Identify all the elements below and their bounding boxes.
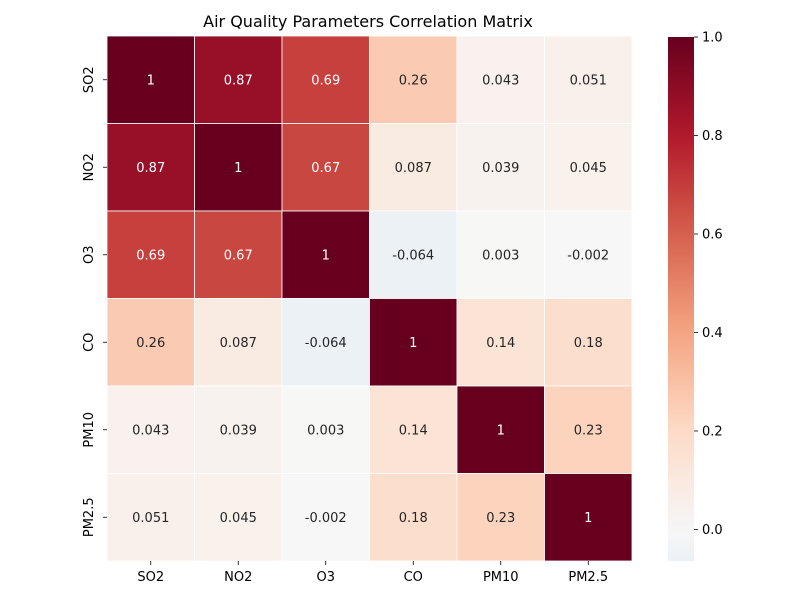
y-tick-label: PM10 [82, 412, 97, 448]
x-tick-label: O3 [316, 570, 335, 585]
cell-value-label: 0.69 [136, 248, 165, 263]
cell-value-label: 0.087 [395, 161, 432, 176]
cell-value-label: 0.23 [574, 423, 603, 438]
cell-value-label: 0.043 [482, 73, 519, 88]
cell-value-label: -0.064 [392, 248, 434, 263]
heatmap-cell [456, 35, 545, 124]
heatmap-cell [106, 298, 195, 387]
cell-value-label: 1 [234, 161, 242, 176]
heatmap-cell [194, 35, 283, 124]
x-tick-label: SO2 [137, 570, 164, 585]
cell-value-labels: 1 0.87 0.69 0.26 0.043 0.051 0.87 1 0.67 0.087 0.0… [132, 73, 609, 526]
heatmap-cell [369, 385, 458, 474]
x-tick-label: PM10 [483, 570, 519, 585]
heatmap-cell [456, 210, 545, 299]
heatmap-cell [544, 35, 633, 124]
y-tick-label: PM2.5 [82, 497, 97, 537]
heatmap-cell [369, 123, 458, 212]
heatmap-cell [281, 35, 370, 124]
y-axis: SO2 NO2 O3 CO PM10 PM2.5 [82, 66, 107, 537]
heatmap-cell [369, 210, 458, 299]
cell-value-label: -0.002 [305, 511, 347, 526]
cell-value-label: 0.18 [574, 336, 603, 351]
cell-value-label: 0.043 [132, 423, 169, 438]
x-tick-label: PM2.5 [568, 570, 608, 585]
heatmap-cell [194, 210, 283, 299]
cell-value-label: 0.045 [570, 161, 607, 176]
colorbar-tick-label: 0.0 [702, 523, 723, 538]
heatmap-cell [544, 298, 633, 387]
heatmap-cell [369, 35, 458, 124]
y-tick-label: NO2 [82, 153, 97, 181]
heatmap-cell [106, 385, 195, 474]
heatmap-cell [456, 385, 545, 474]
heatmap-cell [106, 210, 195, 299]
cell-value-label: 1 [584, 511, 592, 526]
cell-value-label: 0.051 [132, 511, 169, 526]
cell-value-label: 0.26 [399, 73, 428, 88]
x-tick-label: CO [404, 570, 423, 585]
cell-value-label: 1 [409, 336, 417, 351]
cell-value-label: 0.14 [399, 423, 428, 438]
y-tick-label: CO [82, 333, 97, 352]
cell-value-label: 0.26 [136, 336, 165, 351]
cell-value-label: 0.14 [486, 336, 515, 351]
cell-value-label: 1 [322, 248, 330, 263]
heatmap-cell [544, 210, 633, 299]
x-axis: SO2 NO2 O3 CO PM10 PM2.5 [137, 561, 608, 585]
cell-value-label: 0.087 [220, 336, 257, 351]
heatmap-cell [544, 123, 633, 212]
heatmap-cell [106, 473, 195, 562]
cell-value-label: 0.67 [224, 248, 253, 263]
y-tick-label: O3 [82, 245, 97, 264]
colorbar-tick-label: 0.6 [702, 227, 723, 242]
heatmap-cell [281, 210, 370, 299]
heatmap-cell [194, 298, 283, 387]
colorbar-tick-label: 0.2 [702, 424, 723, 439]
cell-value-label: 0.23 [486, 511, 515, 526]
heatmap-cell [456, 473, 545, 562]
heatmap-cell [369, 298, 458, 387]
cell-value-label: 0.67 [311, 161, 340, 176]
y-tick-label: SO2 [82, 66, 97, 93]
cell-value-label: -0.002 [567, 248, 609, 263]
heatmap-cell [281, 385, 370, 474]
heatmap-cell [456, 298, 545, 387]
cell-value-label: -0.064 [305, 336, 347, 351]
colorbar-tick-label: 1.0 [702, 31, 723, 46]
colorbar-tick-label: 0.8 [702, 129, 723, 144]
cell-value-label: 0.003 [307, 423, 344, 438]
colorbar-tick-label: 0.4 [702, 326, 723, 341]
cell-value-label: 0.18 [399, 511, 428, 526]
cell-value-label: 0.69 [311, 73, 340, 88]
colorbar: 0.0 0.2 0.4 0.6 0.8 1.0 [668, 31, 723, 561]
cell-value-label: 0.039 [482, 161, 519, 176]
cell-value-label: 0.051 [570, 73, 607, 88]
cell-value-label: 0.045 [220, 511, 257, 526]
cell-value-label: 0.003 [482, 248, 519, 263]
cell-value-label: 0.87 [224, 73, 253, 88]
x-tick-label: NO2 [224, 570, 252, 585]
cell-value-label: 0.87 [136, 161, 165, 176]
heatmap-cell [194, 123, 283, 212]
cell-value-label: 0.039 [220, 423, 257, 438]
heatmap-cell [544, 385, 633, 474]
cell-value-label: 1 [497, 423, 505, 438]
cell-value-label: 1 [147, 73, 155, 88]
chart-title: Air Quality Parameters Correlation Matri… [203, 12, 533, 31]
colorbar-gradient [668, 37, 694, 561]
heatmap-cell [281, 298, 370, 387]
heatmap-cell [544, 473, 633, 562]
heatmap-cells [106, 35, 633, 562]
heatmap-cell [106, 35, 195, 124]
